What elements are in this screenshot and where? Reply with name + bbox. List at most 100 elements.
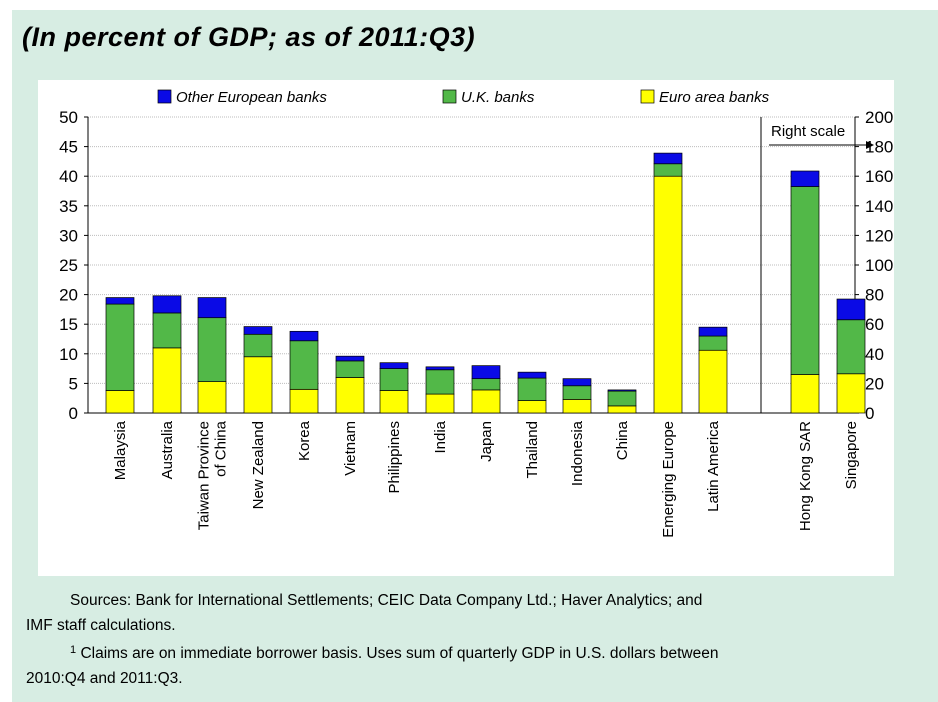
left-tick-label: 10: [59, 345, 78, 364]
bar-segment: [653, 163, 683, 177]
bar-segment: [105, 390, 135, 414]
bar-segment: [379, 390, 409, 414]
sources-line: Sources: Bank for International Settleme…: [26, 588, 926, 613]
left-tick-label: 20: [59, 286, 78, 305]
bar-segment: [471, 365, 501, 380]
bar-chart: 0 5 10 15 20 25 30 35 40 45 50 0 20 40 60 80 100 120 140 16…: [59, 89, 893, 538]
category-label: Australia: [159, 420, 176, 479]
right-tick-label: 20: [865, 374, 884, 393]
right-tick-label: 160: [865, 167, 893, 186]
bar-segment: [607, 389, 637, 392]
right-tick-label: 80: [865, 286, 884, 305]
left-tick-label: 15: [59, 315, 78, 334]
category-label: India: [432, 420, 449, 453]
left-tick-label: 40: [59, 167, 78, 186]
bar-segment: [790, 374, 820, 414]
bar-segment: [790, 186, 820, 375]
bar-segment: [836, 298, 866, 321]
sources-line-2: IMF staff calculations.: [26, 617, 176, 634]
right-tick-label: 180: [865, 138, 893, 157]
bar-segment: [379, 368, 409, 391]
bar-segment: [335, 360, 365, 378]
category-label: of China: [213, 420, 230, 477]
category-label: Indonesia: [569, 420, 586, 486]
right-tick-label: 0: [865, 404, 874, 423]
left-tick-label: 25: [59, 256, 78, 275]
right-tick-label: 100: [865, 256, 893, 275]
legend-label: Euro area banks: [659, 89, 770, 106]
right-tick-label: 60: [865, 315, 884, 334]
chart-area: 0 5 10 15 20 25 30 35 40 45 50 0 20 40 60 80 100 120 140 16…: [38, 80, 894, 576]
bar-segment: [425, 393, 455, 414]
bar-segment: [425, 369, 455, 395]
bar-segment: [105, 297, 135, 305]
right-tick-label: 120: [865, 226, 893, 245]
left-tick-label: 30: [59, 226, 78, 245]
bar-segment: [698, 349, 728, 414]
bar-segment: [243, 356, 273, 414]
category-label: Taiwan Province: [196, 421, 213, 530]
bar-segment: [152, 312, 182, 349]
right-scale-arrow-head: [866, 141, 874, 149]
bar-segment: [698, 335, 728, 351]
bar-segment: [471, 378, 501, 391]
category-label: Singapore: [843, 421, 860, 489]
bar-segment: [471, 389, 501, 414]
legend-swatch: [157, 89, 172, 104]
category-label: Philippines: [386, 421, 403, 494]
category-label: Latin America: [705, 420, 722, 512]
bar-segment: [197, 381, 227, 414]
footnote-line: 1 Claims are on immediate borrower basis…: [26, 638, 926, 666]
legend-label: Other European banks: [176, 89, 327, 106]
bar-segment: [517, 400, 547, 414]
category-label: China: [614, 420, 631, 460]
right-tick-label: 140: [865, 197, 893, 216]
bar-segment: [425, 366, 455, 371]
right-tick-label: 200: [865, 108, 893, 127]
chart-notes: Sources: Bank for International Settleme…: [26, 588, 926, 691]
bar-segment: [836, 373, 866, 414]
sources-first-line: Sources: Bank for International Settleme…: [70, 592, 703, 609]
bar-segment: [790, 170, 820, 187]
bar-segment: [653, 175, 683, 414]
footnote-first-line: Claims are on immediate borrower basis. …: [80, 645, 719, 662]
bar-segment: [197, 297, 227, 319]
bar-segment: [289, 388, 319, 414]
bar-segment: [335, 377, 365, 414]
right-scale-label: Right scale: [771, 123, 845, 140]
category-label: Korea: [296, 420, 313, 461]
bar-segment: [562, 385, 592, 400]
right-tick-label: 40: [865, 345, 884, 364]
left-tick-label: 0: [69, 404, 78, 423]
bar-segment: [653, 152, 683, 165]
left-tick-label: 50: [59, 108, 78, 127]
category-label: Malaysia: [112, 420, 129, 480]
left-tick-label: 45: [59, 138, 78, 157]
bar-segment: [152, 347, 182, 414]
category-label: Thailand: [524, 421, 541, 479]
bar-segment: [562, 399, 592, 414]
category-label: Japan: [478, 421, 495, 462]
bar-segment: [197, 317, 227, 382]
left-tick-label: 5: [69, 374, 78, 393]
bar-segment: [517, 371, 547, 379]
bar-segment: [335, 355, 365, 362]
bar-segment: [152, 295, 182, 314]
category-label: New Zealand: [250, 421, 267, 509]
bar-segment: [105, 303, 135, 391]
left-tick-label: 35: [59, 197, 78, 216]
bar-segment: [836, 319, 866, 375]
footnote-marker: 1: [70, 644, 77, 656]
footnote-line-2: 2010:Q4 and 2011:Q3.: [26, 670, 183, 687]
bar-segment: [607, 390, 637, 407]
bar-segment: [379, 362, 409, 369]
bar-segment: [289, 330, 319, 342]
legend-swatch: [640, 89, 655, 104]
legend-swatch: [442, 89, 457, 104]
bar-segment: [243, 333, 273, 358]
chart-title: (In percent of GDP; as of 2011:Q3): [22, 22, 476, 52]
bar-segment: [607, 405, 637, 414]
bar-segment: [289, 340, 319, 390]
bar-segment: [517, 377, 547, 401]
bar-segment: [562, 378, 592, 387]
